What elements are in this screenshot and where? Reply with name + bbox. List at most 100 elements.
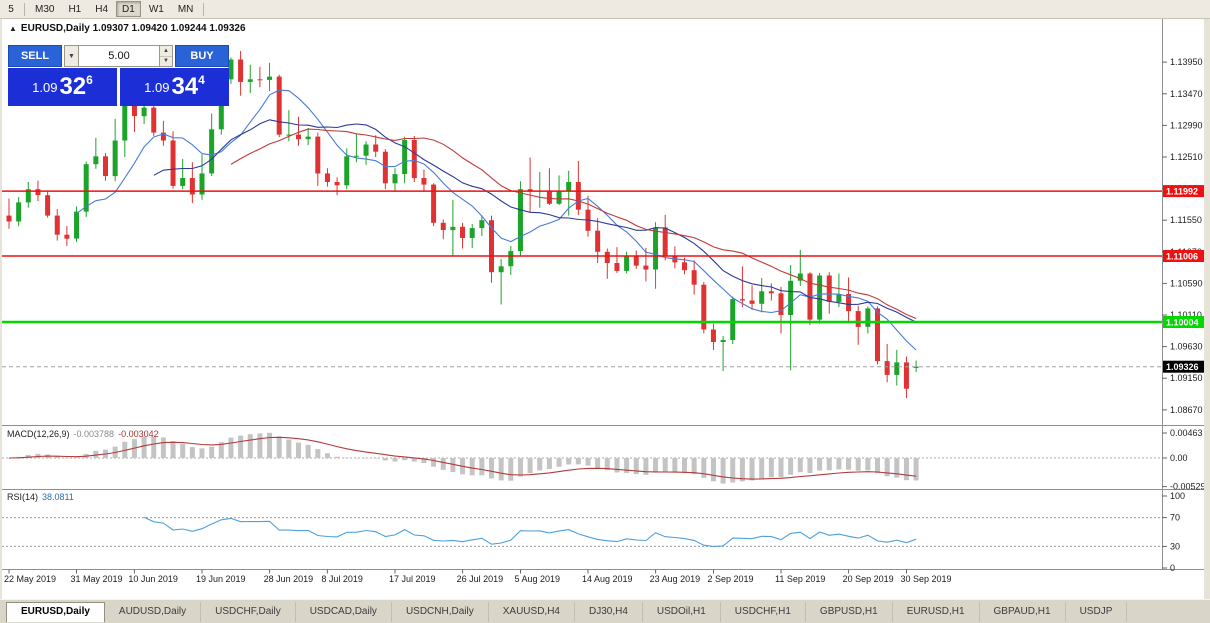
svg-text:70: 70 [1170,513,1180,523]
timeframe-h4[interactable]: H4 [95,3,109,15]
tab-gbpaud-h1[interactable]: GBPAUD,H1 [980,602,1066,622]
sell-price-display[interactable]: 1.09 32 6 [8,68,117,106]
tab-dj30-h4[interactable]: DJ30,H4 [575,602,643,622]
svg-text:1.11006: 1.11006 [1166,252,1198,262]
macd-signal-value: -0.003042 [118,429,159,439]
svg-text:8 Jul 2019: 8 Jul 2019 [321,574,363,584]
timeframe-mn[interactable]: MN [177,3,194,15]
macd-pane [2,432,1162,484]
tab-usdoil-h1[interactable]: USDOil,H1 [643,602,721,622]
rsi-indicator-label: RSI(14) 38.0811 [7,492,74,502]
tab-usdchf-daily[interactable]: USDCHF,Daily [201,602,296,622]
svg-text:1.10004: 1.10004 [1166,318,1199,328]
sell-price-pip: 6 [86,73,93,87]
rsi-pane [2,516,1162,547]
chart-title: ▲ EURUSD,Daily 1.09307 1.09420 1.09244 1.… [9,23,246,34]
volume-decrease-button[interactable]: ▼ [160,56,172,66]
volume-stepper: ▲ ▼ [160,45,173,67]
sell-price-small: 1.09 [32,79,58,95]
buy-price-pip: 4 [198,73,205,87]
macd-indicator-label: MACD(12,26,9) -0.003788 -0.003042 [7,429,159,439]
svg-text:17 Jul 2019: 17 Jul 2019 [389,574,436,584]
timeframe-w1[interactable]: W1 [148,3,164,15]
moving-average-lines [76,89,917,351]
svg-text:1.12990: 1.12990 [1170,120,1203,130]
svg-text:26 Jul 2019: 26 Jul 2019 [457,574,504,584]
svg-text:11 Sep 2019: 11 Sep 2019 [775,574,825,584]
svg-text:5 Aug 2019: 5 Aug 2019 [515,574,561,584]
svg-text:23 Aug 2019: 23 Aug 2019 [650,574,701,584]
macd-main-value: -0.003788 [73,429,115,439]
axis-price-labels: 1.11992 1.11006 1.10004 1.09326 [1163,185,1204,373]
one-click-trading-panel: SELL ▼ 5.00 ▲ ▼ BUY 1.09 32 6 1.09 34 4 [8,45,229,106]
macd-name: MACD(12,26,9) [7,429,70,439]
svg-text:0: 0 [1170,563,1175,573]
chevron-down-icon: ▼ [68,52,75,60]
volume-input[interactable]: 5.00 [79,45,160,67]
svg-text:20 Sep 2019: 20 Sep 2019 [843,574,894,584]
svg-text:30: 30 [1170,541,1180,551]
one-click-panel-toggle-icon[interactable]: ▲ [9,24,17,33]
svg-text:10 Jun 2019: 10 Jun 2019 [128,574,178,584]
svg-text:1.09326: 1.09326 [1166,362,1199,372]
timeframe-toolbar: 5 M30 H1 H4 D1 W1 MN [0,0,1210,19]
sell-button[interactable]: SELL [8,45,62,67]
svg-text:2 Sep 2019: 2 Sep 2019 [708,574,754,584]
tab-xauusd-h4[interactable]: XAUUSD,H4 [489,602,575,622]
svg-text:0.00: 0.00 [1170,453,1188,463]
timeframe-m30[interactable]: M30 [35,3,55,15]
svg-text:31 May 2019: 31 May 2019 [71,574,123,584]
tab-usdjp[interactable]: USDJP [1066,602,1128,622]
rsi-value: 38.0811 [42,492,74,502]
chevron-down-icon: ▼ [163,58,169,65]
date-axis: 22 May 2019 31 May 2019 10 Jun 2019 19 Jun … [4,569,952,584]
timeframe-d1[interactable]: D1 [116,1,141,17]
price-chart-canvas[interactable]: 1.139501.134701.129901.125101.120301.115… [2,19,1204,599]
tab-eurusd-h1[interactable]: EURUSD,H1 [893,602,980,622]
svg-text:1.10590: 1.10590 [1170,278,1203,288]
trade-panel-prices: 1.09 32 6 1.09 34 4 [8,68,229,106]
chart-symbol-label: EURUSD,Daily [20,23,90,34]
svg-text:14 Aug 2019: 14 Aug 2019 [582,574,633,584]
tab-eurusd-daily[interactable]: EURUSD,Daily [6,602,105,622]
buy-price-display[interactable]: 1.09 34 4 [120,68,229,106]
tab-usdcnh-daily[interactable]: USDCNH,Daily [392,602,489,622]
buy-price-big: 34 [171,73,199,100]
svg-text:1.11550: 1.11550 [1170,215,1202,225]
tab-usdchf-h1[interactable]: USDCHF,H1 [721,602,806,622]
svg-text:1.13470: 1.13470 [1170,89,1203,99]
buy-button[interactable]: BUY [175,45,229,67]
svg-text:1.09150: 1.09150 [1170,373,1203,383]
svg-text:1.12510: 1.12510 [1170,152,1203,162]
toolbar-separator [203,2,205,16]
timeframe-h1[interactable]: H1 [68,3,82,15]
volume-dropdown-button[interactable]: ▼ [64,45,79,67]
buy-price-small: 1.09 [144,79,170,95]
svg-text:-0.00529: -0.00529 [1170,482,1204,492]
trade-panel-controls: SELL ▼ 5.00 ▲ ▼ BUY [8,45,229,67]
volume-increase-button[interactable]: ▲ [160,46,172,57]
chevron-up-icon: ▲ [163,47,169,54]
svg-text:28 Jun 2019: 28 Jun 2019 [264,574,314,584]
svg-text:19 Jun 2019: 19 Jun 2019 [196,574,246,584]
chart-window: 1.139501.134701.129901.125101.120301.115… [2,19,1204,599]
sell-price-big: 32 [59,73,87,100]
svg-text:1.09630: 1.09630 [1170,342,1203,352]
svg-text:1.13950: 1.13950 [1170,57,1203,67]
svg-text:0.00463: 0.00463 [1170,428,1203,438]
svg-text:100: 100 [1170,491,1185,501]
svg-text:1.08670: 1.08670 [1170,405,1203,415]
tab-usdcad-daily[interactable]: USDCAD,Daily [296,602,392,622]
tab-audusd-daily[interactable]: AUDUSD,Daily [105,602,202,622]
svg-text:30 Sep 2019: 30 Sep 2019 [901,574,952,584]
svg-text:1.11992: 1.11992 [1166,187,1198,197]
svg-text:1.10110: 1.10110 [1170,310,1202,320]
chart-ohlc-values: 1.09307 1.09420 1.09244 1.09326 [92,23,246,34]
support-resistance-lines[interactable] [2,190,1162,368]
chart-tab-bar: EURUSD,Daily AUDUSD,Daily USDCHF,Daily USDC… [0,599,1210,623]
timeframe-5[interactable]: 5 [8,3,14,15]
toolbar-separator [24,2,25,16]
rsi-name: RSI(14) [7,492,39,502]
svg-text:22 May 2019: 22 May 2019 [4,574,56,584]
tab-gbpusd-h1[interactable]: GBPUSD,H1 [806,602,893,622]
